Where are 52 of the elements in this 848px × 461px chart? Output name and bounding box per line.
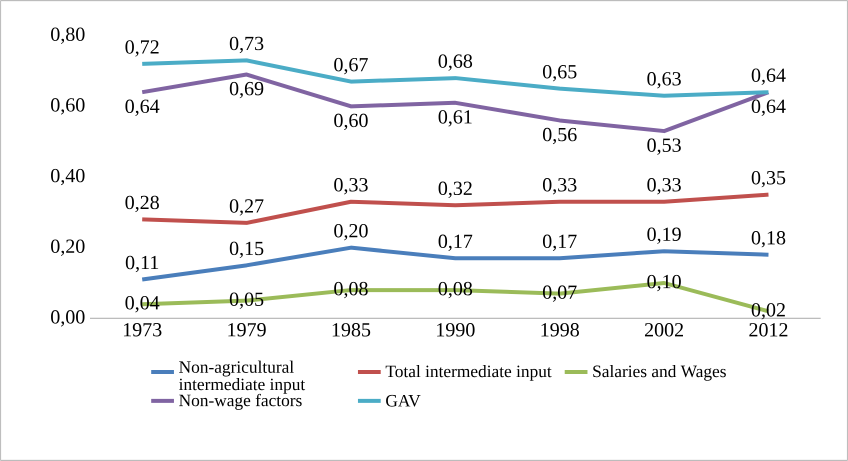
data-label: 0,07 bbox=[542, 285, 577, 302]
data-label: 0,72 bbox=[125, 40, 159, 57]
legend-label: Salaries and Wages bbox=[593, 365, 726, 381]
data-label: 0,64 bbox=[752, 100, 786, 116]
data-label: 0,11 bbox=[126, 256, 158, 272]
data-label: 0,28 bbox=[125, 196, 159, 212]
x-tick-label: 1990 bbox=[437, 323, 475, 337]
x-tick-label: 1998 bbox=[541, 323, 579, 337]
legend-label: GAV bbox=[386, 394, 421, 407]
data-label: 0,53 bbox=[647, 138, 681, 155]
data-label: 0,68 bbox=[438, 54, 472, 71]
data-label: 0,10 bbox=[647, 274, 681, 292]
data-label: 0,33 bbox=[542, 178, 576, 194]
data-label: 0,33 bbox=[647, 178, 681, 194]
data-label: 0,67 bbox=[334, 58, 368, 74]
data-label: 0,64 bbox=[125, 100, 160, 116]
x-tick-label: 2012 bbox=[749, 323, 788, 337]
data-label: 0,64 bbox=[752, 68, 786, 85]
data-label: 0,04 bbox=[125, 296, 160, 312]
x-tick-label: 2002 bbox=[644, 323, 683, 337]
data-label: 0,20 bbox=[334, 224, 368, 240]
y-tick-label: 0,20 bbox=[51, 239, 85, 256]
data-label: 0,15 bbox=[230, 242, 264, 258]
x-tick-label: 1979 bbox=[228, 323, 266, 336]
data-label: 0,65 bbox=[542, 64, 576, 82]
data-label: 0,63 bbox=[647, 72, 681, 88]
legend-label: Non-wage factors bbox=[179, 394, 302, 410]
data-label: 0,33 bbox=[334, 178, 368, 194]
data-label: 0,17 bbox=[542, 234, 577, 251]
data-label: 0,18 bbox=[752, 231, 786, 248]
data-label: 0,17 bbox=[438, 234, 472, 251]
data-label: 0,60 bbox=[334, 114, 368, 130]
x-tick-label: 1973 bbox=[124, 323, 162, 336]
data-label: 0,61 bbox=[438, 110, 472, 127]
y-tick-label: 0,40 bbox=[51, 168, 85, 186]
data-label: 0,08 bbox=[334, 282, 368, 298]
data-label: 0,08 bbox=[438, 282, 472, 298]
data-label: 0,56 bbox=[542, 128, 577, 144]
data-label: 0,73 bbox=[230, 36, 264, 54]
y-tick-label: 0,60 bbox=[51, 98, 85, 115]
data-label: 0,02 bbox=[752, 303, 785, 320]
legend-label: Non-agricultural intermediate input bbox=[178, 360, 306, 394]
legend-label: Total intermediate input bbox=[386, 365, 552, 381]
y-tick-label: 0,00 bbox=[51, 310, 85, 327]
data-label: 0,27 bbox=[230, 199, 264, 216]
data-label: 0,05 bbox=[230, 292, 264, 309]
data-label: 0,35 bbox=[752, 170, 786, 188]
y-tick-label: 0,80 bbox=[51, 27, 85, 44]
data-label: 0,69 bbox=[230, 82, 264, 98]
data-label: 0,32 bbox=[438, 182, 472, 198]
data-label: 0,19 bbox=[647, 227, 681, 244]
x-tick-label: 1985 bbox=[332, 323, 370, 337]
